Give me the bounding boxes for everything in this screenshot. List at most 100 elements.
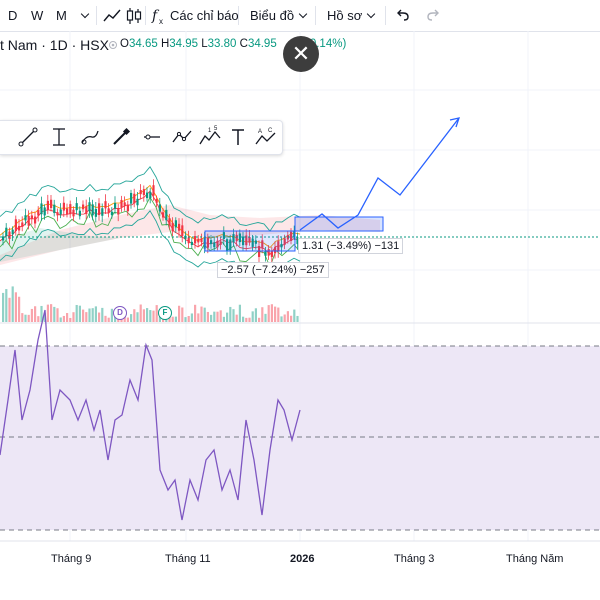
candle-body (226, 239, 229, 251)
candle-body (133, 193, 136, 204)
open-key: O (120, 38, 129, 50)
volume-bar (210, 314, 213, 322)
chevron-down-icon (298, 9, 308, 19)
brush-icon[interactable] (78, 125, 102, 149)
path-icon[interactable] (170, 125, 194, 149)
candle-body (126, 204, 129, 212)
volume-bar (171, 316, 174, 322)
volume-bar (248, 317, 251, 322)
svg-text:A: A (258, 129, 262, 135)
eye-icon[interactable] (108, 40, 118, 50)
volume-bar (30, 308, 33, 322)
fib-icon[interactable] (47, 125, 71, 149)
interval-m-button[interactable]: M (56, 8, 67, 23)
volume-bar (59, 317, 62, 322)
fx-icon: f x (151, 8, 163, 26)
measure-rectangle-upper[interactable] (294, 216, 384, 232)
redo-icon[interactable] (425, 7, 441, 23)
candle-body (146, 192, 149, 199)
candle-body (37, 210, 40, 216)
volume-bar (293, 309, 296, 322)
volume-bar (46, 304, 49, 322)
projection-path[interactable] (299, 117, 460, 231)
line-chart-icon[interactable] (102, 6, 122, 26)
pen-icon[interactable] (109, 125, 133, 149)
trendline-icon[interactable] (16, 125, 40, 149)
candle-body (104, 201, 107, 209)
candle-body (30, 215, 33, 219)
close-button[interactable]: ✕ (283, 36, 319, 72)
svg-text:C: C (268, 128, 273, 134)
text-icon[interactable] (226, 125, 250, 149)
volume-bar (66, 313, 69, 322)
candle-body (139, 189, 142, 195)
volume-bar (174, 316, 177, 322)
close-value: 34.95 (247, 38, 277, 50)
financial-badge[interactable]: F (158, 306, 172, 320)
candle-body (194, 236, 197, 244)
volume-bar (133, 309, 136, 322)
candle-body (270, 251, 273, 257)
volume-bar (136, 312, 139, 322)
symbol-legend: t Nam · 1D · HSX (0, 37, 109, 55)
candle-body (200, 238, 203, 243)
symbol-title[interactable]: t Nam · 1D · HSX (0, 37, 109, 53)
volume-bar (216, 311, 219, 322)
chart-grid (0, 31, 600, 541)
volume-bar (98, 312, 101, 322)
interval-dropdown-button[interactable] (76, 0, 90, 31)
candle-body (235, 234, 238, 242)
candle-body (8, 231, 11, 240)
candle-body (5, 227, 8, 237)
volume-bar (178, 305, 181, 322)
candle-body (258, 246, 261, 257)
candle-body (251, 238, 254, 247)
chart-type-label: Biểu đồ (250, 8, 295, 23)
candle-body (158, 204, 161, 212)
candle-body (190, 241, 193, 246)
candle-body (114, 202, 117, 209)
volume-bar (267, 305, 270, 322)
candle-body (53, 204, 56, 214)
xaxis-label-year: 2026 (290, 553, 315, 565)
candle-body (238, 233, 241, 243)
candle-body (274, 247, 277, 254)
indicators-button[interactable]: Các chỉ báo (170, 8, 239, 23)
volume-bar (200, 306, 203, 322)
measure-rectangle-range[interactable] (204, 230, 296, 252)
candle-body (165, 209, 168, 221)
dividend-badge[interactable]: D (113, 306, 127, 320)
volume-bar (219, 310, 222, 322)
volume-bar (126, 317, 129, 322)
candle-body (206, 237, 209, 248)
undo-icon[interactable] (395, 7, 411, 23)
chart-type-button[interactable]: Biểu đồ (250, 0, 308, 31)
svg-text:f: f (151, 8, 160, 24)
volume-bar (232, 309, 235, 322)
volume-bar (251, 311, 254, 322)
toolbar-divider (385, 6, 386, 25)
open-value: 34.65 (128, 38, 158, 50)
candle-body (277, 241, 280, 252)
volume-bar (139, 304, 142, 322)
candlestick-icon[interactable] (124, 6, 144, 26)
volume-bar (94, 306, 97, 322)
bollinger-bands (0, 166, 301, 276)
horizontal-line-icon[interactable] (140, 125, 164, 149)
volume-bar (146, 308, 149, 322)
interval-w-button[interactable]: W (31, 8, 44, 23)
volume-bar (149, 310, 152, 322)
profile-button[interactable]: Hồ sơ (327, 0, 376, 31)
base-line (0, 184, 301, 249)
candle-body (18, 225, 21, 231)
volume-bar (50, 304, 53, 322)
interval-d-button[interactable]: D (8, 8, 18, 23)
volume-bar (62, 315, 65, 322)
volume-bar (242, 316, 245, 322)
candle-body (142, 189, 145, 196)
volume-bar (104, 315, 107, 322)
